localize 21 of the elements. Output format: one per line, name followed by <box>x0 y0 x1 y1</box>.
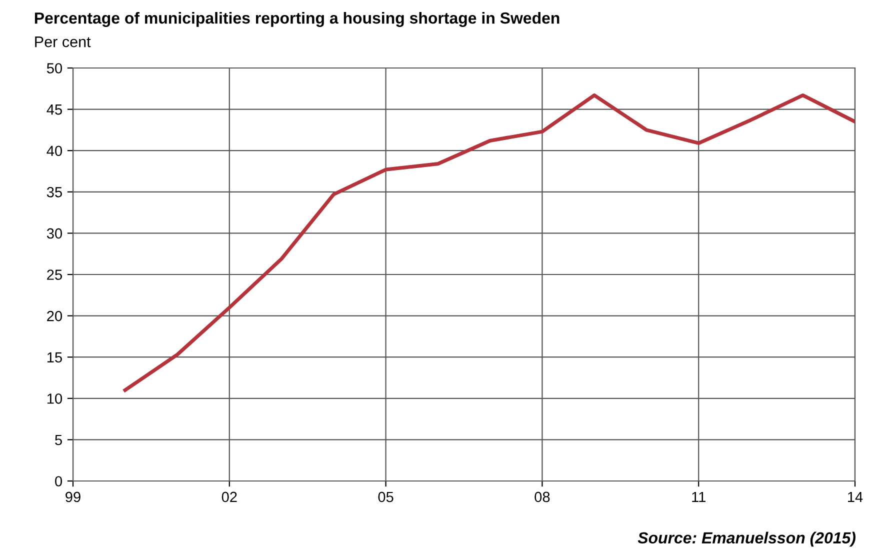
y-tick-label: 45 <box>46 104 62 115</box>
x-tick-label: 11 <box>692 492 706 502</box>
y-axis-title: Per cent <box>35 36 91 48</box>
y-tick-label: 40 <box>46 146 62 156</box>
x-tick-label: 02 <box>222 492 237 502</box>
x-tick-label: 14 <box>848 492 863 502</box>
y-tick-label: 20 <box>47 310 62 322</box>
y-tick-label: 15 <box>47 352 62 363</box>
x-tick-label: 05 <box>378 492 394 502</box>
y-tick-label: 30 <box>46 228 62 239</box>
x-tick-label: 08 <box>534 492 550 502</box>
x-tick-label: 99 <box>66 492 80 502</box>
y-tick-label: 0 <box>55 476 62 486</box>
y-tick-label: 25 <box>47 270 62 280</box>
y-tick-label: 5 <box>55 434 62 446</box>
y-tick-label: 35 <box>46 187 62 198</box>
source-note: Source: Emanuelsson (2015) <box>638 532 856 547</box>
chart-title: Percentage of municipalities reporting a housing shortage in Sweden <box>34 12 560 27</box>
y-tick-label: 10 <box>47 394 62 404</box>
line-series <box>123 93 855 392</box>
y-tick-label: 50 <box>46 63 62 74</box>
